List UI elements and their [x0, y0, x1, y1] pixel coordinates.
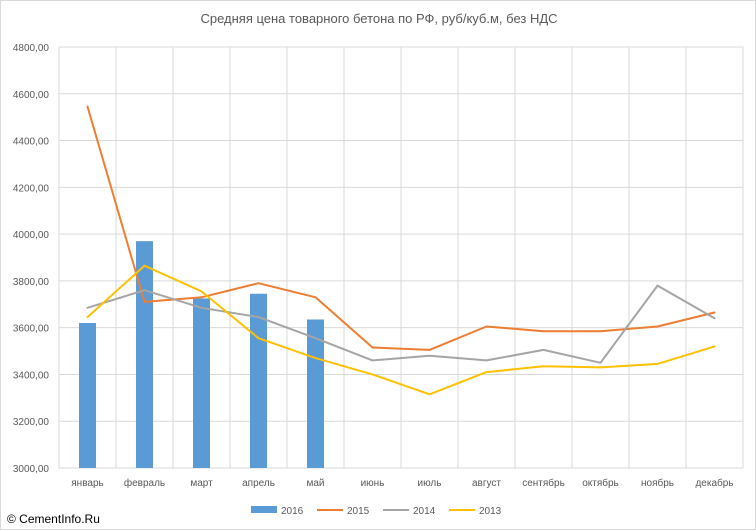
x-tick-label: апрель: [242, 478, 275, 489]
legend-label-2013: 2013: [479, 506, 502, 517]
y-tick-label: 4000,00: [13, 230, 50, 241]
chart-title: Средняя цена товарного бетона по РФ, руб…: [200, 11, 558, 26]
y-tick-label: 3800,00: [13, 277, 50, 288]
y-tick-label: 4200,00: [13, 183, 50, 194]
line-series-2013: [86, 264, 716, 396]
x-tick-label: май: [306, 478, 324, 489]
x-tick-label: октябрь: [582, 477, 619, 489]
y-tick-label: 3000,00: [13, 464, 50, 475]
y-tick-label: 4400,00: [13, 137, 50, 148]
watermark-text: © CementInfo.Ru: [7, 512, 100, 526]
x-tick-label: март: [190, 478, 213, 489]
x-tick-label: сентябрь: [522, 477, 565, 489]
y-tick-label: 4800,00: [13, 43, 50, 54]
x-tick-label: июнь: [361, 478, 385, 489]
bar-2016-март: [193, 298, 210, 468]
x-tick-label: июль: [418, 478, 442, 489]
bar-2016-апрель: [250, 293, 267, 468]
legend-label-2014: 2014: [413, 506, 436, 517]
y-tick-label: 3600,00: [13, 324, 50, 335]
x-tick-label: декабрь: [695, 477, 733, 489]
x-tick-label: август: [472, 478, 501, 489]
x-tick-label: февраль: [124, 477, 165, 489]
y-tick-label: 4600,00: [13, 90, 50, 101]
legend-swatch-2016: [251, 506, 277, 513]
legend-label-2015: 2015: [347, 506, 370, 517]
bar-2016-февраль: [136, 241, 153, 468]
x-tick-label: ноябрь: [641, 477, 674, 489]
x-tick-label: январь: [71, 478, 103, 489]
bar-2016-май: [307, 319, 324, 468]
line-series-2014: [86, 284, 716, 364]
line-series-2015: [86, 105, 716, 351]
y-tick-label: 3200,00: [13, 417, 50, 428]
y-tick-label: 3400,00: [13, 370, 50, 381]
bar-2016-январь: [79, 322, 96, 468]
legend-label-2016: 2016: [281, 506, 304, 517]
